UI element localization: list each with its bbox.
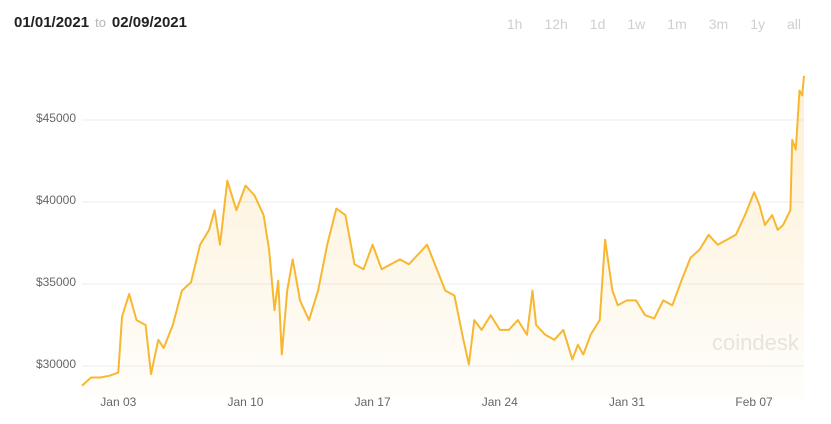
y-tick-label: $45000 <box>36 111 76 125</box>
range-button[interactable]: 1m <box>667 16 687 32</box>
range-button[interactable]: 12h <box>544 16 568 32</box>
to-date: 02/09/2021 <box>111 14 187 31</box>
to-word: to <box>95 15 106 30</box>
date-range: 01/01/2021 to 02/09/2021 <box>14 14 187 31</box>
y-tick-label: $35000 <box>36 275 76 289</box>
range-button[interactable]: 1h <box>506 16 523 32</box>
y-tick-label: $40000 <box>36 193 76 207</box>
from-date: 01/01/2021 <box>14 14 90 31</box>
range-buttons: 1h 12h 1d 1w 1m 3m 1y all <box>485 16 801 32</box>
range-button[interactable]: 1w <box>627 16 646 32</box>
price-area <box>82 75 804 399</box>
range-button[interactable]: all <box>786 16 801 32</box>
range-button[interactable]: 1d <box>589 16 606 32</box>
price-line <box>81 75 805 387</box>
range-button[interactable]: 1y <box>750 16 765 32</box>
range-button[interactable]: 3m <box>708 16 729 32</box>
y-tick-label: $30000 <box>36 357 76 371</box>
